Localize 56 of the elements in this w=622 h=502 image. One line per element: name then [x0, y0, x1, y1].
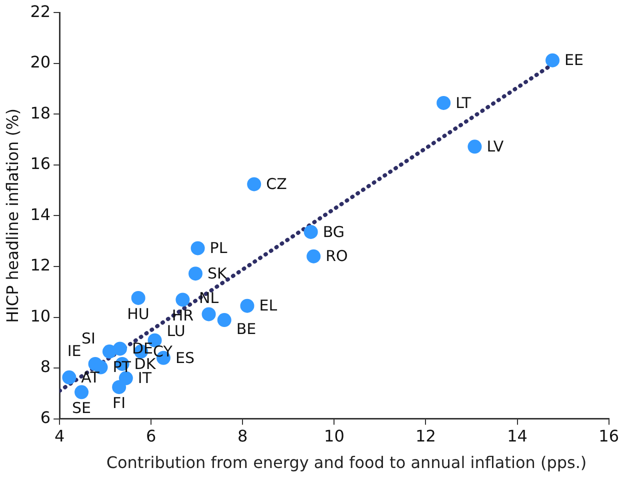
data-label: SI [82, 329, 96, 348]
y-tick-label: 22 [30, 2, 51, 21]
data-label: LU [166, 322, 186, 340]
data-label: IT [138, 369, 152, 388]
x-tick-label: 4 [54, 426, 65, 446]
x-tick-label: 10 [324, 426, 344, 446]
point [188, 266, 202, 281]
point [217, 313, 232, 328]
y-tick-label: 16 [30, 154, 51, 174]
data-label: IE [67, 342, 82, 360]
data-label: CZ [266, 175, 287, 194]
point [202, 307, 216, 322]
x-tick-label: 14 [507, 426, 528, 446]
x-axis-title: Contribution from energy and food to annual inflation (pps.) [105, 452, 588, 474]
point [190, 241, 205, 256]
data-label: SK [208, 264, 228, 282]
point [468, 140, 482, 154]
y-tick-label: 6 [40, 408, 51, 427]
point [240, 298, 254, 313]
point [306, 249, 321, 264]
point [131, 290, 146, 305]
y-tick-label: 12 [30, 256, 51, 275]
data-label: SE [72, 399, 92, 418]
data-label: RO [326, 247, 348, 266]
data-label: EL [259, 296, 278, 315]
data-label: BG [322, 222, 345, 241]
point [176, 292, 190, 307]
point [546, 53, 560, 68]
data-label: ES [175, 348, 194, 367]
y-tick-label: 14 [30, 204, 51, 224]
point [436, 96, 451, 110]
y-tick-label: 20 [30, 52, 51, 72]
data-label: FI [112, 394, 126, 412]
x-tick-label: 12 [416, 426, 436, 446]
y-tick-label: 18 [30, 103, 51, 122]
data-label: NL [198, 289, 220, 308]
data-label: HR [172, 306, 194, 325]
point [304, 224, 318, 239]
data-label: PL [210, 239, 228, 258]
point [74, 385, 89, 400]
data-label: LT [456, 94, 472, 112]
data-label: HU [127, 304, 150, 323]
y-tick-label: 10 [30, 306, 51, 326]
x-tick-label: 16 [598, 426, 619, 446]
data-label: AT [81, 368, 100, 386]
x-tick-label: 8 [238, 426, 248, 446]
data-label: LV [486, 138, 504, 156]
point [112, 380, 126, 394]
data-label: BE [236, 320, 256, 338]
x-tick-label: 6 [146, 426, 156, 446]
point [62, 370, 76, 384]
y-tick-label: 8 [40, 357, 51, 376]
point [247, 177, 262, 192]
data-label: EE [564, 51, 584, 70]
y-axis-title: HICP headline inflation (%) [2, 108, 22, 323]
point [112, 342, 127, 356]
